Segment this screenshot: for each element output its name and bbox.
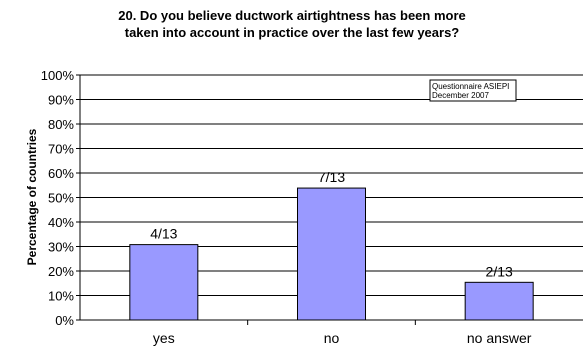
x-category-label: no answer	[467, 330, 532, 346]
bars	[129, 187, 534, 321]
annotation-box: Questionnaire ASIEPI December 2007	[429, 79, 517, 102]
y-tick-label: 10%	[48, 289, 74, 304]
annotation-line-1: Questionnaire ASIEPI	[432, 82, 509, 91]
x-category-label: yes	[153, 330, 175, 346]
annotation-line-2: December 2007	[432, 91, 489, 100]
x-category-label: no	[324, 330, 340, 346]
y-tick-label: 20%	[48, 264, 74, 279]
bar-yes	[129, 244, 199, 321]
axes	[76, 74, 583, 325]
y-tick-label: 60%	[48, 166, 74, 181]
y-tick-label: 50%	[48, 191, 74, 206]
data-label: 2/13	[486, 263, 513, 279]
y-tick-label: 80%	[48, 117, 74, 132]
y-tick-label: 90%	[48, 93, 74, 108]
y-tick-label: 40%	[48, 215, 74, 230]
y-tick-label: 0%	[55, 313, 74, 328]
data-label: 4/13	[150, 226, 177, 242]
y-axis-label: Percentage of countries	[25, 128, 39, 265]
chart-title-line-1: 20. Do you believe ductwork airtightness…	[118, 8, 466, 23]
bar-no	[297, 187, 366, 321]
y-tick-label: 100%	[41, 68, 75, 83]
bar-no-answer	[464, 281, 534, 321]
y-tick-label: 70%	[48, 142, 74, 157]
y-tick-label: 30%	[48, 240, 74, 255]
data-label: 7/13	[318, 169, 345, 185]
tick-labels: 0% 10% 20% 30% 40% 50% 60% 70% 80% 90% 100% 4/13 yes…	[41, 68, 532, 346]
chart-title-line-2: taken into account in practice over the …	[125, 25, 460, 40]
